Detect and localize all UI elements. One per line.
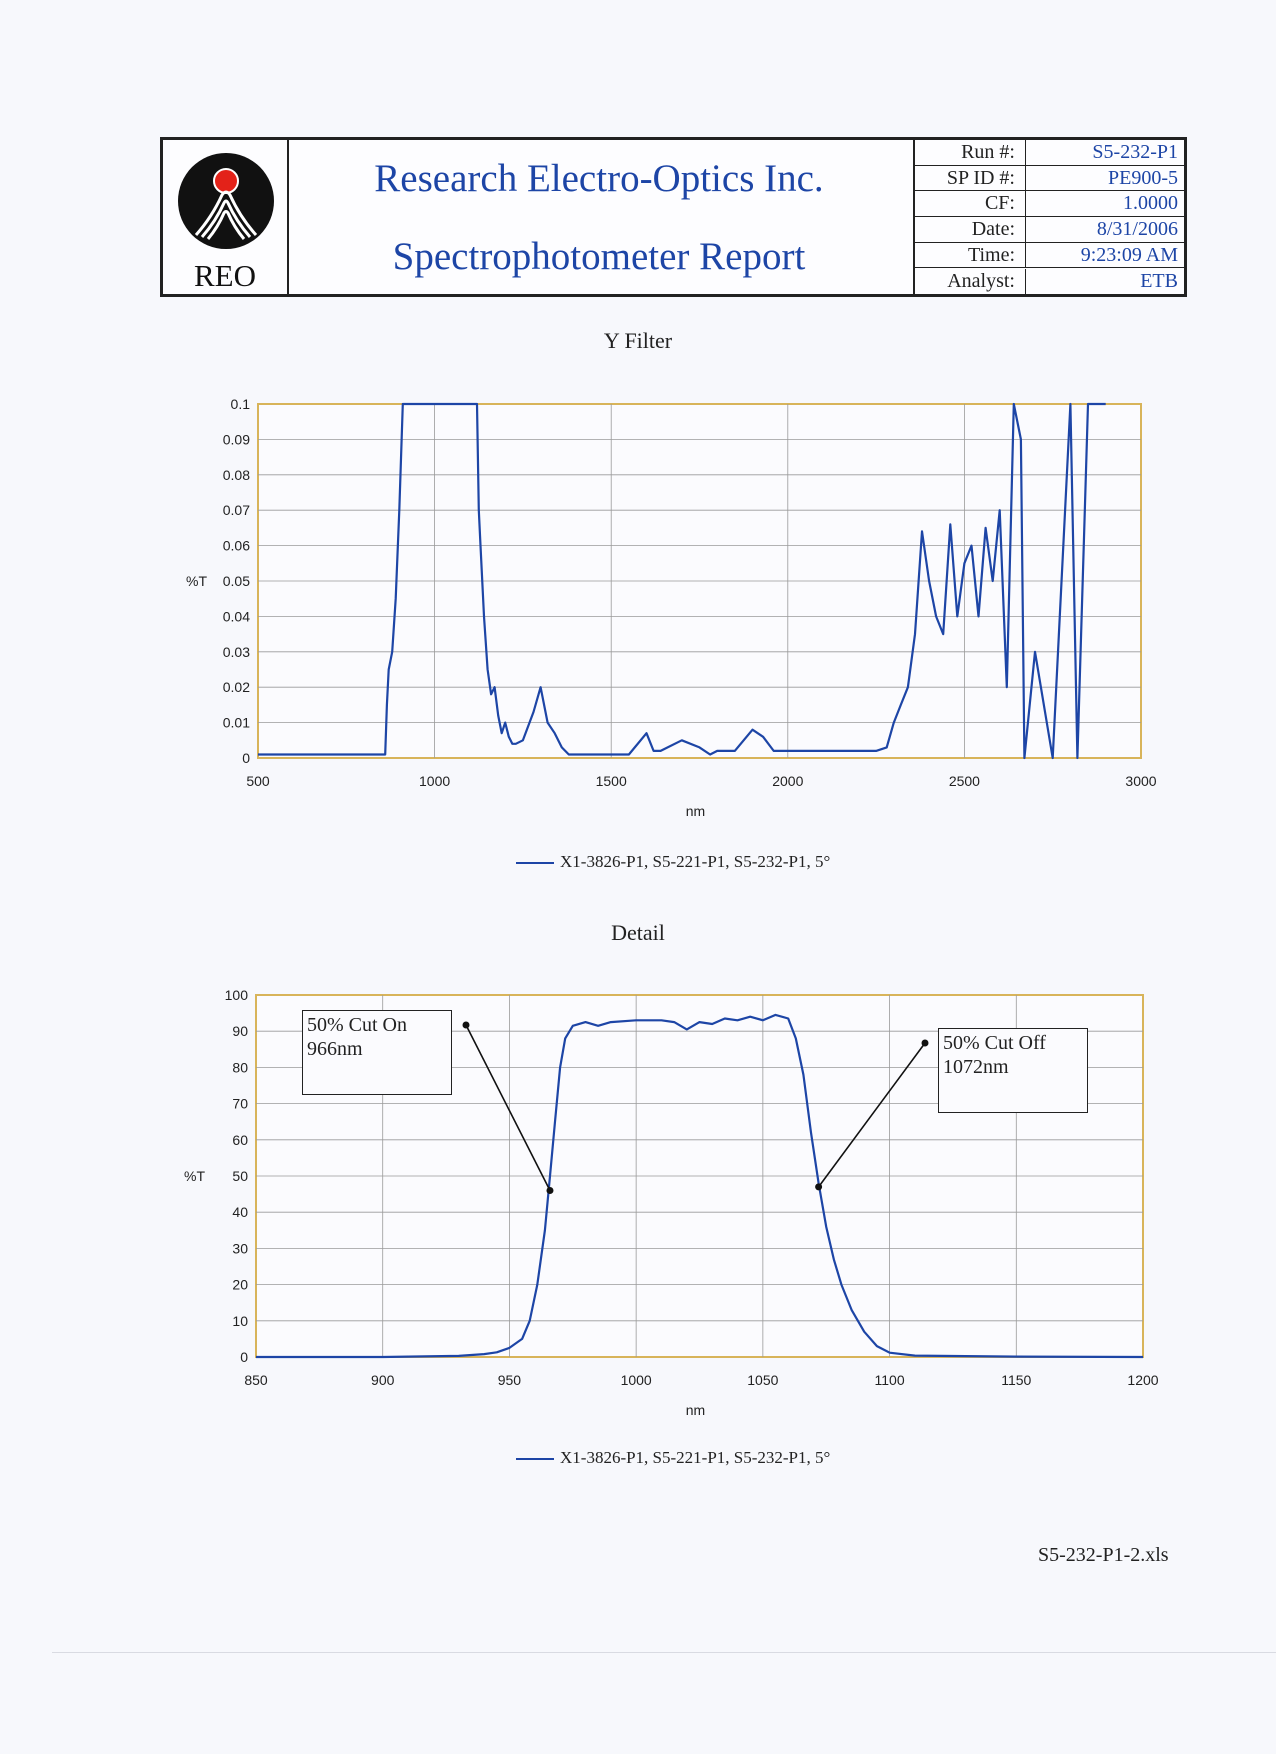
- annotation-point: [546, 1186, 554, 1194]
- x-tick-label: 1150: [1001, 1372, 1031, 1388]
- info-label: Date:: [971, 218, 1015, 241]
- x-axis-label: nm: [686, 1402, 705, 1418]
- info-value: 8/31/2006: [1025, 217, 1182, 242]
- info-value: 9:23:09 AM: [1025, 242, 1182, 268]
- x-tick-label: 2000: [772, 773, 803, 789]
- company-logo: REO: [163, 140, 289, 294]
- annotation-point: [815, 1183, 823, 1191]
- report-header: REO Research Electro-Optics Inc. Spectro…: [160, 137, 1187, 297]
- source-filename: S5-232-P1-2.xls: [1038, 1544, 1169, 1566]
- chart-title-detail: Detail: [611, 920, 665, 945]
- annotation-cut-on: 50% Cut On 966nm: [302, 1010, 452, 1095]
- info-row-time: Time: 9:23:09 AM: [915, 242, 1186, 269]
- info-value: PE900-5: [1025, 165, 1182, 191]
- info-label: Analyst:: [947, 269, 1015, 292]
- info-row-cf: CF: 1.0000: [915, 191, 1186, 218]
- chart-legend-detail: X1-3826-P1, S5-221-P1, S5-232-P1, 5°: [516, 1448, 830, 1468]
- x-tick-label: 1100: [875, 1372, 905, 1388]
- legend-swatch: [516, 1458, 554, 1461]
- x-tick-label: 500: [246, 773, 270, 789]
- y-tick-label: 0: [242, 750, 250, 766]
- y-tick-label: 50: [232, 1168, 248, 1184]
- info-row-analyst: Analyst: ETB: [915, 268, 1186, 295]
- page-edge: [52, 1652, 1276, 1653]
- x-tick-label: 950: [498, 1372, 522, 1388]
- annotation-leader: [817, 1042, 926, 1188]
- legend-label: X1-3826-P1, S5-221-P1, S5-232-P1, 5°: [560, 852, 831, 871]
- y-tick-label: 0.03: [223, 644, 250, 660]
- x-axis-label: nm: [686, 803, 705, 819]
- chart-legend-y-filter: X1-3826-P1, S5-221-P1, S5-232-P1, 5°: [516, 852, 830, 872]
- y-tick-label: 0.09: [223, 431, 250, 447]
- annotation-cut-off-line2: 1072nm: [943, 1056, 1009, 1078]
- y-tick-label: 100: [225, 987, 249, 1003]
- info-label: SP ID #:: [946, 166, 1015, 189]
- x-tick-label: 2500: [949, 773, 980, 789]
- company-name: Research Electro-Optics Inc.: [374, 157, 824, 200]
- x-tick-label: 900: [371, 1372, 395, 1388]
- y-tick-label: 40: [232, 1204, 248, 1220]
- y-tick-label: 0: [240, 1349, 248, 1365]
- y-tick-label: 0.07: [223, 502, 250, 518]
- y-tick-label: 60: [232, 1132, 248, 1148]
- y-tick-label: 10: [232, 1313, 248, 1329]
- info-row-run: Run #: S5-232-P1: [915, 140, 1186, 166]
- y-tick-label: 0.05: [223, 573, 250, 589]
- annotation-dot: [921, 1039, 929, 1047]
- info-value: ETB: [1025, 268, 1182, 295]
- y-tick-label: 80: [232, 1059, 248, 1075]
- report-title: Spectrophotometer Report: [392, 235, 806, 278]
- chart-title-y-filter: Y Filter: [603, 328, 673, 353]
- y-tick-label: 20: [232, 1277, 248, 1293]
- y-filter-chart: 0 0.01 0.02 0.03 0.04 0.05 0.06 0.07 0.08 0.09 0.1…: [186, 396, 1157, 819]
- y-tick-label: 0.01: [223, 715, 250, 731]
- x-tick-label: 850: [244, 1372, 268, 1388]
- x-tick-label: 1000: [419, 773, 450, 789]
- annotation-cut-on-line2: 966nm: [307, 1038, 363, 1060]
- run-info-table: Run #: S5-232-P1 SP ID #: PE900-5 CF: 1.…: [913, 140, 1186, 295]
- y-tick-label: 90: [232, 1023, 248, 1039]
- annotation-cut-on-line1: 50% Cut On: [307, 1014, 407, 1036]
- x-tick-label: 1000: [621, 1372, 652, 1388]
- annotation-cut-off-line1: 50% Cut Off: [943, 1032, 1046, 1054]
- logo-wave-icon: [194, 190, 258, 240]
- y-tick-label: 70: [232, 1096, 248, 1112]
- legend-label: X1-3826-P1, S5-221-P1, S5-232-P1, 5°: [560, 1448, 831, 1467]
- annotation-leader: [465, 1024, 551, 1191]
- y-axis-label: %T: [186, 573, 207, 589]
- y-tick-label: 0.02: [223, 679, 250, 695]
- y-tick-label: 0.08: [223, 467, 250, 483]
- info-row-sp-id: SP ID #: PE900-5: [915, 165, 1186, 192]
- x-tick-label: 1200: [1127, 1372, 1158, 1388]
- logo-text: REO: [194, 258, 256, 293]
- x-tick-label: 1500: [596, 773, 627, 789]
- logo-emblem-icon: [178, 153, 274, 249]
- info-row-date: Date: 8/31/2006: [915, 217, 1186, 243]
- y-tick-label: 0.06: [223, 538, 250, 554]
- y-tick-label: 30: [232, 1240, 248, 1256]
- y-axis-label: %T: [184, 1168, 205, 1184]
- info-value: 1.0000: [1025, 191, 1182, 217]
- series-line-0: [256, 1013, 1144, 1359]
- annotation-cut-off: 50% Cut Off 1072nm: [938, 1028, 1088, 1113]
- title-cell: Research Electro-Optics Inc. Spectrophot…: [289, 140, 909, 294]
- info-value: S5-232-P1: [1025, 140, 1182, 165]
- legend-swatch: [516, 862, 554, 865]
- y-tick-label: 0.04: [223, 608, 250, 624]
- info-label: CF:: [984, 192, 1015, 215]
- series-line-0: [258, 402, 1106, 760]
- annotation-dot: [462, 1021, 470, 1029]
- x-tick-label: 1050: [747, 1372, 778, 1388]
- y-tick-label: 0.1: [231, 396, 251, 412]
- info-label: Run #:: [961, 141, 1015, 163]
- info-label: Time:: [967, 243, 1015, 266]
- x-tick-label: 3000: [1125, 773, 1156, 789]
